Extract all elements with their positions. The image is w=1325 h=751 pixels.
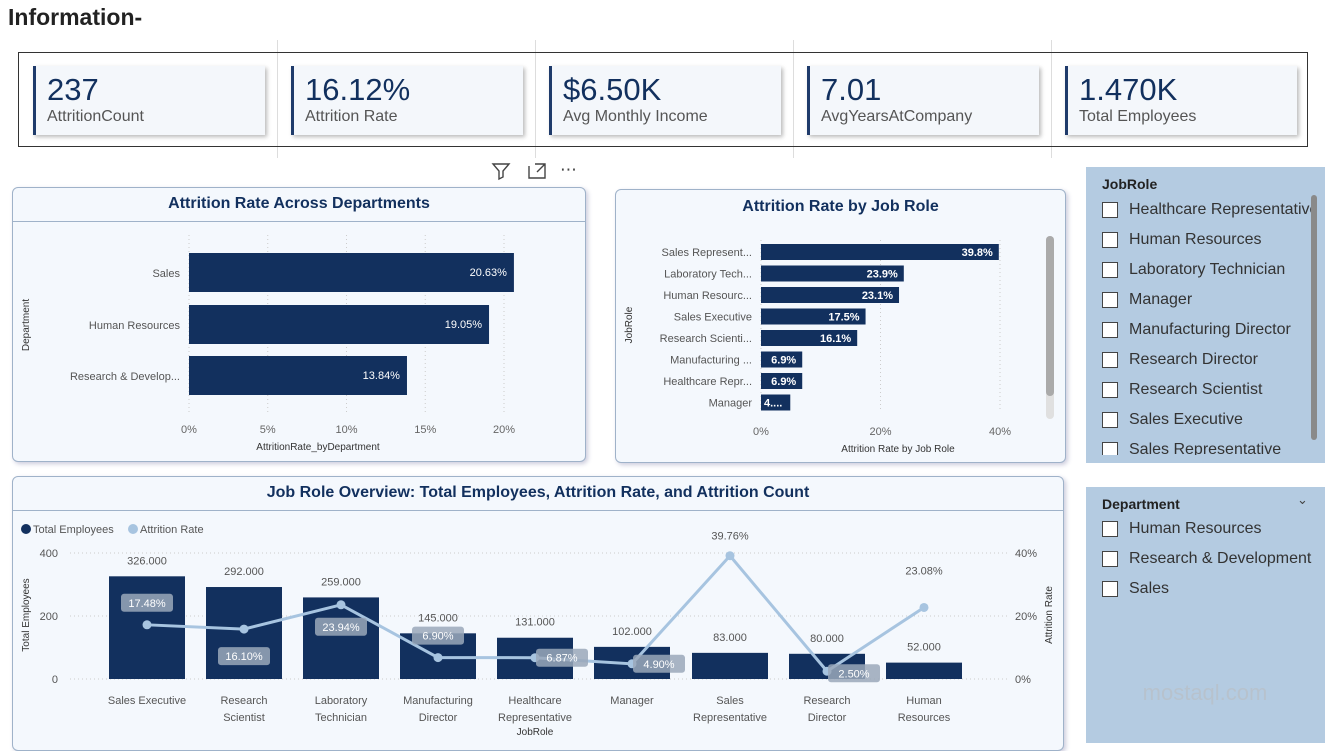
checkbox[interactable]	[1102, 442, 1118, 455]
divider	[535, 40, 536, 158]
checkbox[interactable]	[1102, 232, 1118, 248]
kpi-card: 16.12% Attrition Rate	[291, 66, 523, 135]
kpi-value: 1.470K	[1079, 72, 1178, 107]
kpi-label: Total Employees	[1079, 108, 1197, 125]
page-title: Information-	[8, 4, 143, 30]
slicer-item[interactable]: Sales Representative	[1102, 441, 1281, 455]
kpi-label: AvgYearsAtCompany	[821, 108, 973, 125]
slicer-item[interactable]: Manufacturing Director	[1102, 321, 1291, 339]
kpi-value: $6.50K	[563, 72, 662, 107]
filter-icon[interactable]	[491, 161, 511, 186]
kpi-value: 16.12%	[305, 72, 411, 107]
checkbox[interactable]	[1102, 412, 1118, 428]
checkbox[interactable]	[1102, 292, 1118, 308]
scrollbar[interactable]	[1311, 195, 1317, 440]
slicer-item-label: Research & Development	[1129, 550, 1312, 567]
kpi-card: 1.470K Total Employees	[1065, 66, 1297, 135]
slicer-item[interactable]: Laboratory Technician	[1102, 261, 1285, 279]
chart-title: Attrition Rate Across Departments	[13, 195, 585, 222]
kpi-card: 7.01 AvgYearsAtCompany	[807, 66, 1039, 135]
checkbox[interactable]	[1102, 202, 1118, 218]
slicer-item[interactable]: Healthcare Representative	[1102, 201, 1311, 219]
chart-title: Job Role Overview: Total Employees, Attr…	[13, 484, 1063, 511]
kpi-label: Avg Monthly Income	[563, 108, 708, 125]
chevron-down-icon[interactable]: ⌄	[1297, 492, 1308, 507]
focus-mode-icon[interactable]	[527, 161, 547, 186]
checkbox[interactable]	[1102, 382, 1118, 398]
slicer-item[interactable]: Human Resources	[1102, 520, 1262, 538]
slicer-item[interactable]: Research Director	[1102, 351, 1258, 369]
checkbox[interactable]	[1102, 262, 1118, 278]
slicer-item-label: Research Scientist	[1129, 381, 1263, 398]
divider	[1051, 40, 1052, 158]
jobrole-overview-chart: Job Role Overview: Total Employees, Attr…	[12, 476, 1064, 751]
slicer-title: Department	[1102, 496, 1180, 512]
slicer-item-label: Laboratory Technician	[1129, 261, 1286, 278]
kpi-container	[18, 52, 1308, 147]
slicer-item[interactable]: Sales Executive	[1102, 411, 1243, 429]
department-slicer: Department ⌄ Human Resources Research & D…	[1086, 487, 1325, 743]
checkbox[interactable]	[1102, 551, 1118, 567]
more-options-icon[interactable]: ⋯	[560, 160, 577, 180]
kpi-label: AttritionCount	[47, 108, 144, 125]
slicer-item-label: Human Resources	[1129, 231, 1262, 248]
slicer-item[interactable]: Research & Development	[1102, 550, 1311, 568]
kpi-label: Attrition Rate	[305, 108, 398, 125]
kpi-card: 237 AttritionCount	[33, 66, 265, 135]
department-attrition-chart: Attrition Rate Across Departments	[12, 187, 586, 462]
slicer-item-label: Manager	[1129, 291, 1193, 308]
chart-title: Attrition Rate by Job Role	[742, 198, 939, 215]
kpi-value: 237	[47, 72, 99, 107]
slicer-item-label: Sales Representative	[1129, 441, 1282, 455]
slicer-item[interactable]: Research Scientist	[1102, 381, 1262, 399]
slicer-item-label: Sales Executive	[1129, 411, 1243, 428]
slicer-item[interactable]: Human Resources	[1102, 231, 1262, 249]
slicer-item-label: Human Resources	[1129, 520, 1262, 537]
checkbox[interactable]	[1102, 581, 1118, 597]
scrollbar[interactable]	[1046, 236, 1054, 419]
slicer-title: JobRole	[1102, 176, 1158, 192]
divider	[277, 40, 278, 158]
divider	[793, 40, 794, 158]
jobrole-slicer: JobRole Healthcare Representative Human R…	[1086, 167, 1325, 463]
checkbox[interactable]	[1102, 322, 1118, 338]
kpi-card: $6.50K Avg Monthly Income	[549, 66, 781, 135]
slicer-item-label: Sales	[1129, 580, 1170, 597]
slicer-item-label: Healthcare Representative	[1129, 201, 1311, 218]
slicer-item-label: Manufacturing Director	[1129, 321, 1291, 338]
slicer-item-label: Research Director	[1129, 351, 1258, 368]
slicer-item[interactable]: Manager	[1102, 291, 1192, 309]
checkbox[interactable]	[1102, 521, 1118, 537]
checkbox[interactable]	[1102, 352, 1118, 368]
slicer-item[interactable]: Sales	[1102, 580, 1169, 598]
jobrole-attrition-chart: Attrition Rate by Job Role	[615, 189, 1066, 463]
kpi-value: 7.01	[821, 72, 882, 107]
